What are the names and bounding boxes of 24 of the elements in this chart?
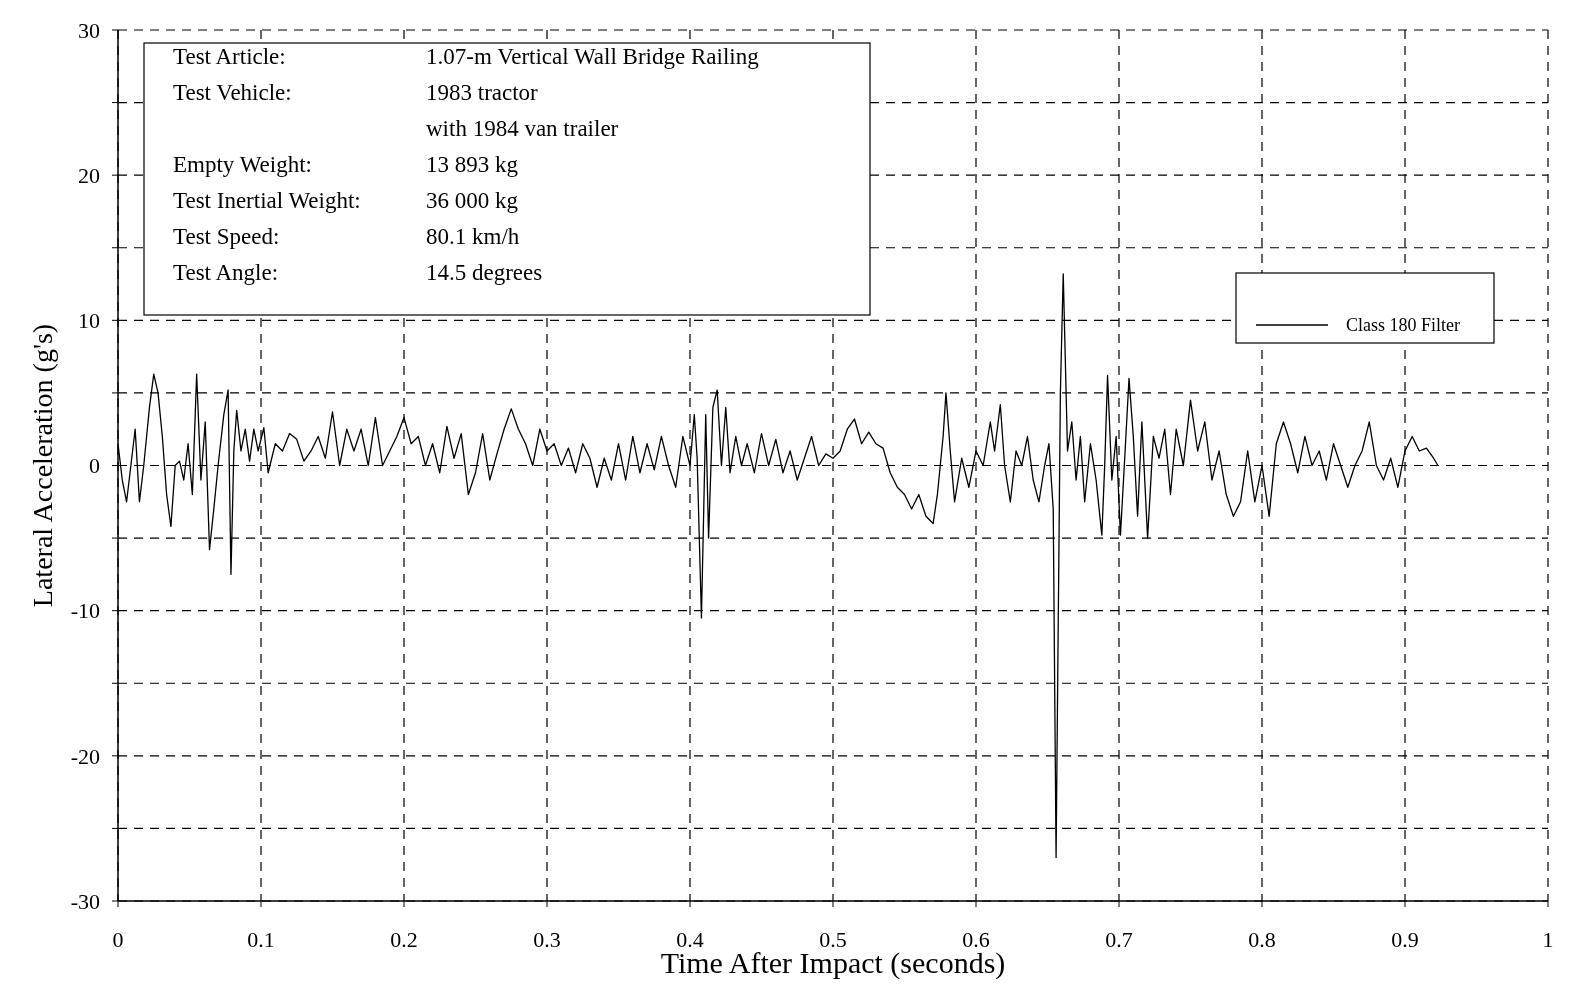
y-tick-label: 0 bbox=[89, 453, 100, 479]
x-tick-label: 0.2 bbox=[390, 927, 418, 952]
x-tick-label: 0.7 bbox=[1105, 927, 1133, 952]
x-tick-label: 0.9 bbox=[1391, 927, 1419, 952]
x-tick-label: 0.3 bbox=[533, 927, 561, 952]
x-tick-label: 1 bbox=[1542, 927, 1554, 952]
x-tick-label: 0.1 bbox=[247, 927, 275, 952]
text: Test Speed: 80.1 km/h bbox=[173, 224, 520, 249]
text: Test Angle: 14.5 degrees bbox=[173, 260, 543, 285]
text: Empty Weight: 13 893 kg bbox=[173, 152, 518, 177]
y-tick-label: 20 bbox=[78, 162, 100, 188]
text: Test Article: 1.07-m Vertical Wall Bridge Railing bbox=[173, 44, 759, 69]
y-axis-title: Lateral Acceleration (g's) bbox=[27, 323, 58, 608]
legend-label: Class 180 Filter bbox=[1346, 315, 1461, 336]
y-tick-label: 10 bbox=[78, 308, 100, 334]
x-tick-label: 0.8 bbox=[1248, 927, 1276, 952]
annotation: with 1984 van trailer bbox=[426, 116, 619, 141]
y-tick-label: -20 bbox=[70, 743, 100, 769]
text: Test Vehicle: 1983 tractor bbox=[173, 80, 538, 105]
y-tick-label: -30 bbox=[70, 888, 100, 914]
y-tick-label: -10 bbox=[70, 598, 100, 624]
text: Test Inertial Weight: 36 000 kg bbox=[173, 188, 518, 213]
y-tick-label: 30 bbox=[78, 17, 100, 43]
x-tick-label: 0 bbox=[112, 927, 124, 952]
